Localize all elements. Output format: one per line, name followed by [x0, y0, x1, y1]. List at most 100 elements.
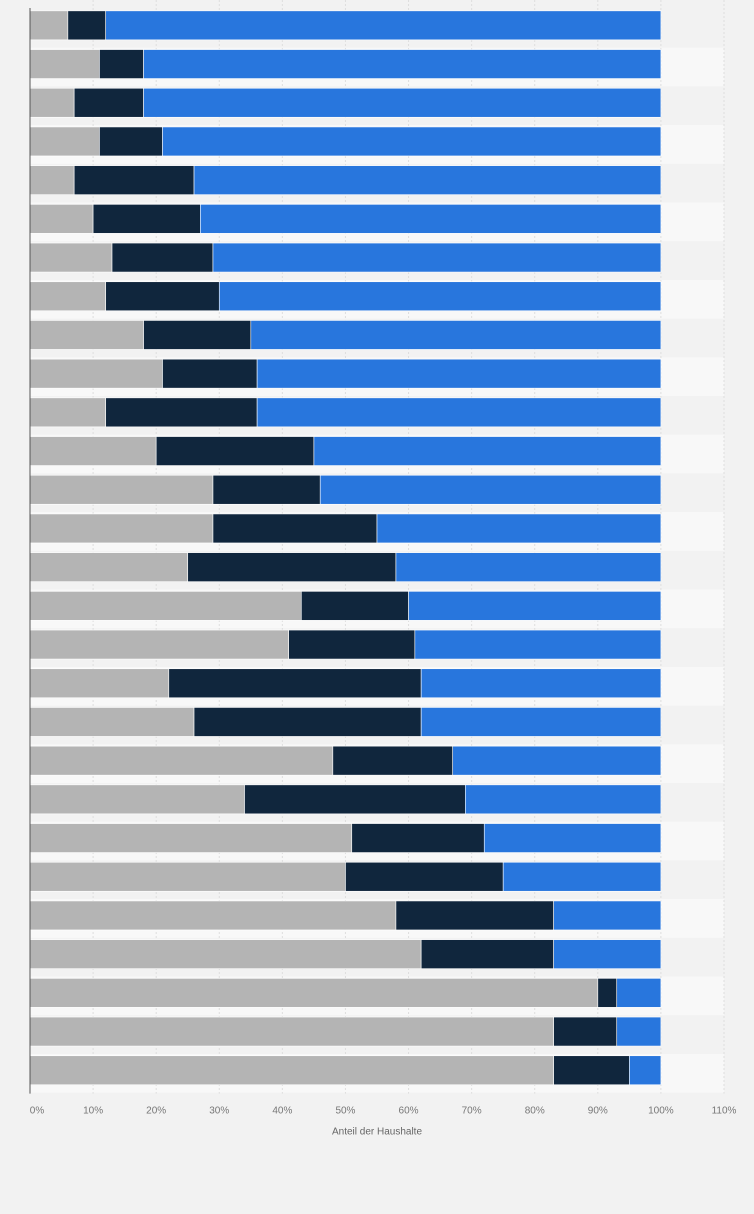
bar-segment-3[interactable]	[483, 823, 662, 853]
bar-segment-2[interactable]	[92, 204, 201, 234]
bar-segment-2[interactable]	[395, 900, 554, 931]
x-tick-label: 110%	[712, 1106, 737, 1117]
bar-segment-3[interactable]	[256, 397, 662, 428]
bar-segment-2[interactable]	[244, 784, 466, 815]
bar-segment-2[interactable]	[300, 591, 409, 621]
x-tick-labels: 0% 10% 20% 30% 40% 50% 60% 70% 80% 90% 100% 110%	[30, 1106, 737, 1117]
x-axis-label: Anteil der Haushalte	[332, 1127, 422, 1138]
bar-segment-2[interactable]	[212, 513, 378, 544]
bar-segment-1[interactable]	[29, 861, 346, 892]
bar-segment-3[interactable]	[193, 165, 662, 195]
bar-segment-1[interactable]	[29, 358, 163, 389]
x-tick-label: 40%	[272, 1106, 292, 1117]
bar-segment-1[interactable]	[29, 10, 69, 41]
bar-segment-2[interactable]	[597, 978, 618, 1008]
bar-segment-2[interactable]	[105, 281, 220, 312]
bar-segment-2[interactable]	[105, 397, 258, 428]
bar-segment-3[interactable]	[376, 513, 662, 544]
bar-segment-3[interactable]	[502, 861, 662, 892]
bar-segment-2[interactable]	[212, 474, 321, 505]
bar-segment-1[interactable]	[29, 165, 75, 195]
bar-segment-1[interactable]	[29, 939, 422, 969]
bar-segment-3[interactable]	[452, 745, 662, 776]
bar-segment-2[interactable]	[162, 358, 258, 389]
bar-segment-3[interactable]	[319, 474, 662, 505]
bar-segment-3[interactable]	[616, 1016, 662, 1047]
x-tick-label: 0%	[30, 1106, 45, 1117]
x-tick-label: 20%	[146, 1106, 166, 1117]
bar-segment-1[interactable]	[29, 1016, 554, 1047]
bar-segment-1[interactable]	[29, 87, 75, 118]
bar-segment-2[interactable]	[332, 745, 454, 776]
bar-segment-3[interactable]	[212, 242, 662, 273]
bar-segment-2[interactable]	[67, 10, 107, 41]
x-tick-label: 50%	[335, 1106, 355, 1117]
bar-segment-1[interactable]	[29, 49, 100, 79]
bar-segment-3[interactable]	[420, 707, 662, 737]
bar-segment-2[interactable]	[111, 242, 214, 273]
bar-segment-1[interactable]	[29, 629, 289, 660]
bar-segment-1[interactable]	[29, 397, 107, 428]
bar-segment-3[interactable]	[629, 1055, 662, 1086]
bar-segment-1[interactable]	[29, 784, 245, 815]
bar-segment-1[interactable]	[29, 204, 94, 234]
bar-segment-3[interactable]	[553, 900, 662, 931]
bar-segment-2[interactable]	[351, 823, 485, 853]
bar-segment-3[interactable]	[408, 591, 662, 621]
x-tick-label: 10%	[83, 1106, 103, 1117]
bar-segment-1[interactable]	[29, 1055, 554, 1086]
bar-segment-2[interactable]	[99, 49, 144, 79]
bar-segment-3[interactable]	[616, 978, 662, 1008]
bar-segment-1[interactable]	[29, 900, 397, 931]
bar-segment-3[interactable]	[162, 126, 662, 157]
bar-segment-2[interactable]	[345, 861, 504, 892]
bar-segment-3[interactable]	[256, 358, 662, 389]
bar-segment-3[interactable]	[143, 87, 662, 118]
bar-segment-1[interactable]	[29, 823, 353, 853]
bar-segment-1[interactable]	[29, 707, 195, 737]
bar-segment-1[interactable]	[29, 978, 599, 1008]
bar-segment-2[interactable]	[99, 126, 163, 157]
bar-segment-3[interactable]	[465, 784, 662, 815]
x-tick-label: 30%	[209, 1106, 229, 1117]
bar-segment-2[interactable]	[73, 87, 144, 118]
bar-segment-3[interactable]	[420, 668, 662, 699]
bar-segment-3[interactable]	[313, 436, 662, 466]
x-tick-label: 60%	[399, 1106, 419, 1117]
bar-segment-1[interactable]	[29, 745, 334, 776]
bar-segment-2[interactable]	[73, 165, 195, 195]
bar-segment-3[interactable]	[553, 939, 662, 969]
bar-segment-1[interactable]	[29, 126, 100, 157]
bar-segment-3[interactable]	[414, 629, 662, 660]
bar-segment-2[interactable]	[553, 1016, 618, 1047]
x-tick-label: 80%	[525, 1106, 545, 1117]
bar-segment-1[interactable]	[29, 436, 157, 466]
bar-segment-3[interactable]	[200, 204, 662, 234]
bar-segment-3[interactable]	[250, 320, 662, 350]
bar-segment-3[interactable]	[105, 10, 662, 41]
bar-segment-1[interactable]	[29, 474, 214, 505]
bar-segment-1[interactable]	[29, 281, 107, 312]
bar-segment-3[interactable]	[395, 552, 662, 582]
bar-segment-2[interactable]	[553, 1055, 630, 1086]
bar-segment-3[interactable]	[143, 49, 662, 79]
bar-segment-3[interactable]	[218, 281, 662, 312]
bar-segment-2[interactable]	[193, 707, 422, 737]
bar-segment-1[interactable]	[29, 552, 189, 582]
bar-segment-1[interactable]	[29, 668, 170, 699]
bar-segment-1[interactable]	[29, 591, 302, 621]
bar-segment-2[interactable]	[155, 436, 315, 466]
x-tick-label: 100%	[648, 1106, 674, 1117]
x-tick-label: 90%	[588, 1106, 608, 1117]
bar-segment-2[interactable]	[420, 939, 554, 969]
bar-segment-1[interactable]	[29, 242, 113, 273]
bar-segment-2[interactable]	[168, 668, 422, 699]
bar-segment-1[interactable]	[29, 320, 144, 350]
bar-segment-2[interactable]	[143, 320, 252, 350]
x-tick-label: 70%	[462, 1106, 482, 1117]
bar-segment-1[interactable]	[29, 513, 214, 544]
bar-segment-2[interactable]	[187, 552, 397, 582]
bars	[29, 10, 662, 1086]
bar-segment-2[interactable]	[288, 629, 416, 660]
